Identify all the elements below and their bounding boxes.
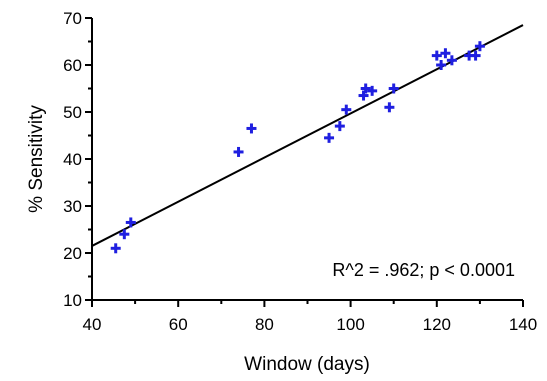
data-point [324, 132, 335, 143]
y-axis-title: % Sensitivity [26, 105, 47, 213]
data-point [436, 60, 447, 70]
y-tick-label: 50 [63, 103, 82, 122]
data-point [358, 90, 369, 101]
data-point [474, 41, 485, 52]
trend-line-group [91, 24, 524, 247]
y-tick-label: 40 [63, 150, 82, 169]
data-point [431, 50, 442, 61]
data-point [367, 85, 378, 96]
x-ticks: 40 60 80 100 120 140 [83, 300, 537, 334]
data-point [233, 146, 244, 157]
y-tick-label: 30 [63, 197, 82, 216]
y-tick-label: 60 [63, 56, 82, 75]
fit-statistics-annotation: R^2 = .962; p < 0.0001 [332, 260, 515, 280]
x-tick-label: 40 [83, 315, 102, 334]
y-axis: 10 20 30 40 50 60 70 [63, 9, 93, 310]
data-point [440, 48, 451, 59]
x-tick-label: 60 [169, 315, 188, 334]
x-tick-label: 120 [423, 315, 451, 334]
y-tick-label: 10 [63, 291, 82, 310]
x-axis: 40 60 80 100 120 140 [83, 299, 537, 334]
x-tick-label: 140 [509, 315, 537, 334]
data-point [110, 243, 121, 254]
data-point [334, 121, 345, 132]
data-point [119, 229, 130, 240]
x-tick-label: 80 [255, 315, 274, 334]
data-point [360, 83, 371, 94]
regression-line [91, 24, 524, 247]
x-tick-label: 100 [336, 315, 364, 334]
data-point [446, 55, 457, 66]
data-point [470, 50, 481, 61]
data-point [341, 104, 352, 115]
x-axis-title: Window (days) [244, 354, 370, 375]
data-point [246, 123, 257, 134]
data-point [125, 217, 136, 228]
y-tick-label: 20 [63, 244, 82, 263]
data-point [384, 102, 395, 113]
y-tick-label: 70 [63, 9, 82, 28]
data-points [110, 41, 485, 254]
data-point [388, 83, 399, 94]
y-ticks: 10 20 30 40 50 60 70 [63, 9, 92, 310]
